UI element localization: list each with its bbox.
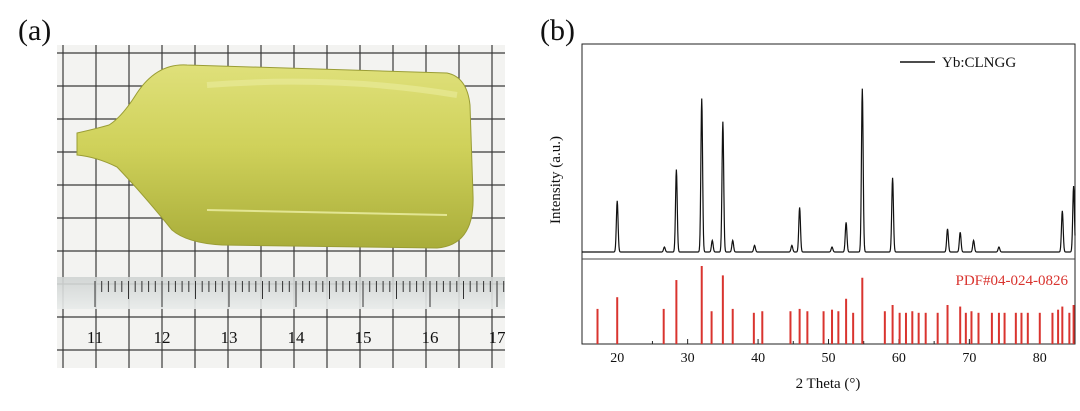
- ruler: [57, 277, 505, 309]
- crystal-boule: [76, 64, 474, 249]
- ruler-numbers: 11 12 13 14 15 16 17: [87, 328, 506, 347]
- panel-b-label: (b): [540, 14, 575, 47]
- x-tick-label: 70: [962, 351, 976, 366]
- ruler-number: 12: [154, 328, 171, 347]
- pdf-reference-label: PDF#04-024-0826: [955, 273, 1068, 289]
- ruler-number: 15: [355, 328, 372, 347]
- x-axis-ticks: [581, 339, 1076, 344]
- plot-frame: [581, 43, 1076, 345]
- crystal-photo: 11 12 13 14 15 16 17: [57, 45, 506, 368]
- x-tick-label: 40: [751, 351, 765, 366]
- x-tick-label: 30: [681, 351, 695, 366]
- xrd-chart: 20 30 40 50 60 70 80 Yb:CLNGG PDF#04-024-0826 …: [530, 30, 1080, 405]
- x-tick-label: 50: [822, 351, 836, 366]
- xrd-chart-svg: 20 30 40 50 60 70 80 Yb:CLNGG PDF#04-024-0826 …: [548, 43, 1076, 392]
- pdf-reference-sticks: [596, 266, 1075, 344]
- x-tick-label: 20: [610, 351, 624, 366]
- ruler-number: 16: [422, 328, 439, 347]
- ruler-number: 11: [87, 328, 103, 347]
- y-axis-label: Intensity (a.u.): [548, 136, 564, 224]
- x-tick-label: 60: [892, 351, 906, 366]
- x-axis-label: 2 Theta (°): [796, 376, 861, 392]
- series-line-yb-clngg: [582, 88, 1076, 253]
- legend-label: Yb:CLNGG: [942, 55, 1016, 71]
- legend: Yb:CLNGG: [900, 55, 1016, 71]
- ruler-ticks: [94, 281, 505, 307]
- ruler-number: 14: [288, 328, 306, 347]
- ruler-number: 17: [489, 328, 506, 347]
- crystal-photo-svg: 11 12 13 14 15 16 17: [57, 45, 506, 368]
- x-tick-label: 80: [1033, 351, 1047, 366]
- ruler-number: 13: [221, 328, 238, 347]
- x-axis-tick-labels: 20 30 40 50 60 70 80: [610, 351, 1047, 366]
- panel-a-label: (a): [18, 14, 52, 47]
